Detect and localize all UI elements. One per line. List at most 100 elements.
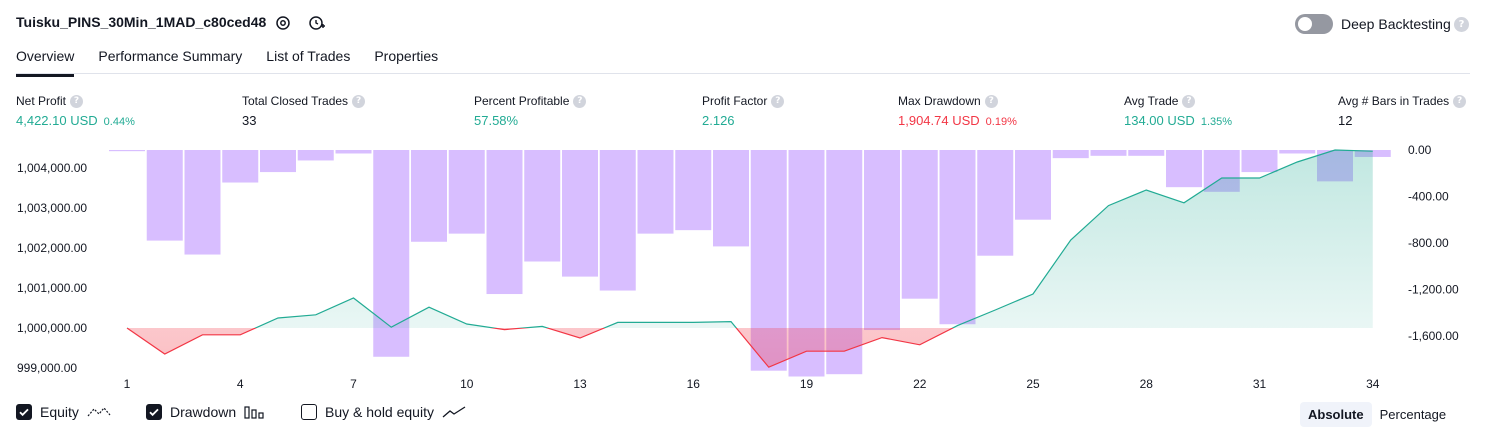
x-axis-tick: 22 <box>913 377 927 391</box>
drawdown-bar <box>1279 150 1316 154</box>
x-axis-tick: 25 <box>1026 377 1040 391</box>
settings-gear-icon[interactable] <box>274 14 292 32</box>
left-axis-tick: 1,001,000.00 <box>17 281 87 295</box>
equity-checkbox[interactable] <box>16 404 32 420</box>
drawdown-bar <box>675 150 712 231</box>
scale-toggle: Absolute Percentage <box>1300 401 1454 427</box>
metric-value: 57.58% <box>474 113 519 128</box>
left-axis-tick: 1,003,000.00 <box>17 201 87 215</box>
drawdown-checkbox[interactable] <box>146 404 162 420</box>
drawdown-bar <box>901 150 938 299</box>
info-icon[interactable]: ? <box>352 94 366 108</box>
drawdown-bar <box>1015 150 1051 220</box>
drawdown-bar <box>486 150 523 295</box>
tab-divider <box>16 73 1470 74</box>
drawdown-bar <box>637 150 674 234</box>
legend-equity[interactable]: Equity <box>16 404 111 420</box>
buy-hold-checkbox[interactable] <box>301 404 317 420</box>
metric-max-drawdown: Max Drawdown? 1,904.74 USD 0.19% <box>898 94 1017 128</box>
equity-line-loss <box>126 328 955 368</box>
deep-backtesting-help-icon[interactable]: ? <box>1454 17 1469 32</box>
drawdown-bar <box>448 150 485 234</box>
right-axis-tick: -800.00 <box>1408 236 1449 250</box>
metric-value: 2.126 <box>702 113 735 128</box>
metric-label: Max Drawdown <box>898 94 981 108</box>
right-axis-tick: -400.00 <box>1408 189 1449 203</box>
x-axis-tick: 4 <box>237 377 244 391</box>
metric-value: 1,904.74 USD <box>898 113 980 128</box>
x-axis-tick: 7 <box>350 377 357 391</box>
absolute-button[interactable]: Absolute <box>1300 401 1372 427</box>
legend-buy-hold-equity[interactable]: Buy & hold equity <box>301 404 466 420</box>
x-axis-tick: 1 <box>124 377 131 391</box>
x-axis-tick: 28 <box>1140 377 1154 391</box>
metric-label: Avg Trade <box>1124 94 1179 108</box>
drawdown-bar <box>222 150 259 183</box>
metric-value: 33 <box>242 113 257 128</box>
legend-drawdown[interactable]: Drawdown <box>146 404 266 420</box>
metric-label: Avg # Bars in Trades <box>1338 94 1450 108</box>
tab-performance-summary[interactable]: Performance Summary <box>98 48 243 64</box>
info-icon[interactable]: ? <box>771 94 785 108</box>
drawdown-bar <box>1052 150 1089 159</box>
x-axis-tick: 19 <box>800 377 814 391</box>
equity-line-profit <box>127 149 1373 328</box>
metric-label: Profit Factor <box>702 94 768 108</box>
left-axis-tick: 1,004,000.00 <box>17 161 87 175</box>
equity-profit-area <box>127 150 1373 328</box>
drawdown-bar <box>599 150 636 291</box>
percentage-button[interactable]: Percentage <box>1379 406 1447 422</box>
metric-percent-profitable: Percent Profitable? 57.58% <box>474 94 587 128</box>
drawdown-bar <box>411 150 447 242</box>
right-axis-tick: -1,600.00 <box>1408 329 1459 343</box>
metric-value: 134.00 USD <box>1124 113 1195 128</box>
buy-hold-line-icon <box>442 406 466 418</box>
right-axis-tick: -1,200.00 <box>1408 282 1459 296</box>
metric-value: 12 <box>1338 113 1353 128</box>
equity-line-icon <box>87 407 111 417</box>
metric-avg-bars-in-trades: Avg # Bars in Trades? 12 <box>1338 94 1467 128</box>
metric-percent: 0.44% <box>103 116 135 128</box>
equity-drawdown-chart[interactable]: 1,004,000.00 1,003,000.00 1,002,000.00 1,00… <box>0 140 1486 400</box>
add-alert-clock-icon[interactable] <box>308 14 326 32</box>
x-axis-tick: 13 <box>573 377 587 391</box>
drawdown-bar <box>184 150 221 255</box>
drawdown-label: Drawdown <box>170 404 237 420</box>
metric-label: Total Closed Trades <box>242 94 349 108</box>
info-icon[interactable]: ? <box>1453 94 1467 108</box>
metric-label: Net Profit <box>16 94 67 108</box>
buy-hold-label: Buy & hold equity <box>325 404 434 420</box>
metric-percent: 0.19% <box>985 116 1017 128</box>
x-axis-tick: 10 <box>460 377 474 391</box>
equity-label: Equity <box>40 404 79 420</box>
metric-total-closed-trades: Total Closed Trades? 33 <box>242 94 366 128</box>
left-axis-tick: 1,002,000.00 <box>17 241 87 255</box>
tab-properties[interactable]: Properties <box>374 48 439 64</box>
info-icon[interactable]: ? <box>70 94 84 108</box>
info-icon[interactable]: ? <box>1182 94 1196 108</box>
drawdown-bar <box>562 150 598 277</box>
metric-net-profit: Net Profit? 4,422.10 USD 0.44% <box>16 94 135 128</box>
metric-label: Percent Profitable <box>474 94 570 108</box>
left-axis-tick: 1,000,000.00 <box>17 321 87 335</box>
drawdown-bar <box>939 150 976 325</box>
drawdown-bar <box>1128 150 1165 156</box>
strategy-title: Tuisku_PINS_30Min_1MAD_c80ced48 <box>16 14 267 30</box>
tab-bar: Overview Performance Summary List of Tra… <box>16 48 462 77</box>
deep-backtesting-label: Deep Backtesting <box>1341 16 1451 32</box>
drawdown-bar <box>1166 150 1202 188</box>
x-axis-tick: 34 <box>1366 377 1380 391</box>
right-axis-tick: 0.00 <box>1408 143 1432 157</box>
deep-backtesting-toggle[interactable] <box>1295 14 1333 34</box>
drawdown-bar <box>260 150 296 173</box>
info-icon[interactable]: ? <box>573 94 587 108</box>
metric-percent: 1.35% <box>1200 116 1233 128</box>
tab-overview[interactable]: Overview <box>16 48 75 77</box>
drawdown-bar <box>1241 150 1278 173</box>
equity-loss-area <box>127 328 1373 368</box>
info-icon[interactable]: ? <box>984 94 998 108</box>
drawdown-bar <box>1090 150 1127 156</box>
metric-avg-trade: Avg Trade? 134.00 USD 1.35% <box>1124 94 1232 128</box>
drawdown-bars-icon <box>244 406 264 419</box>
tab-list-of-trades[interactable]: List of Trades <box>266 48 351 64</box>
